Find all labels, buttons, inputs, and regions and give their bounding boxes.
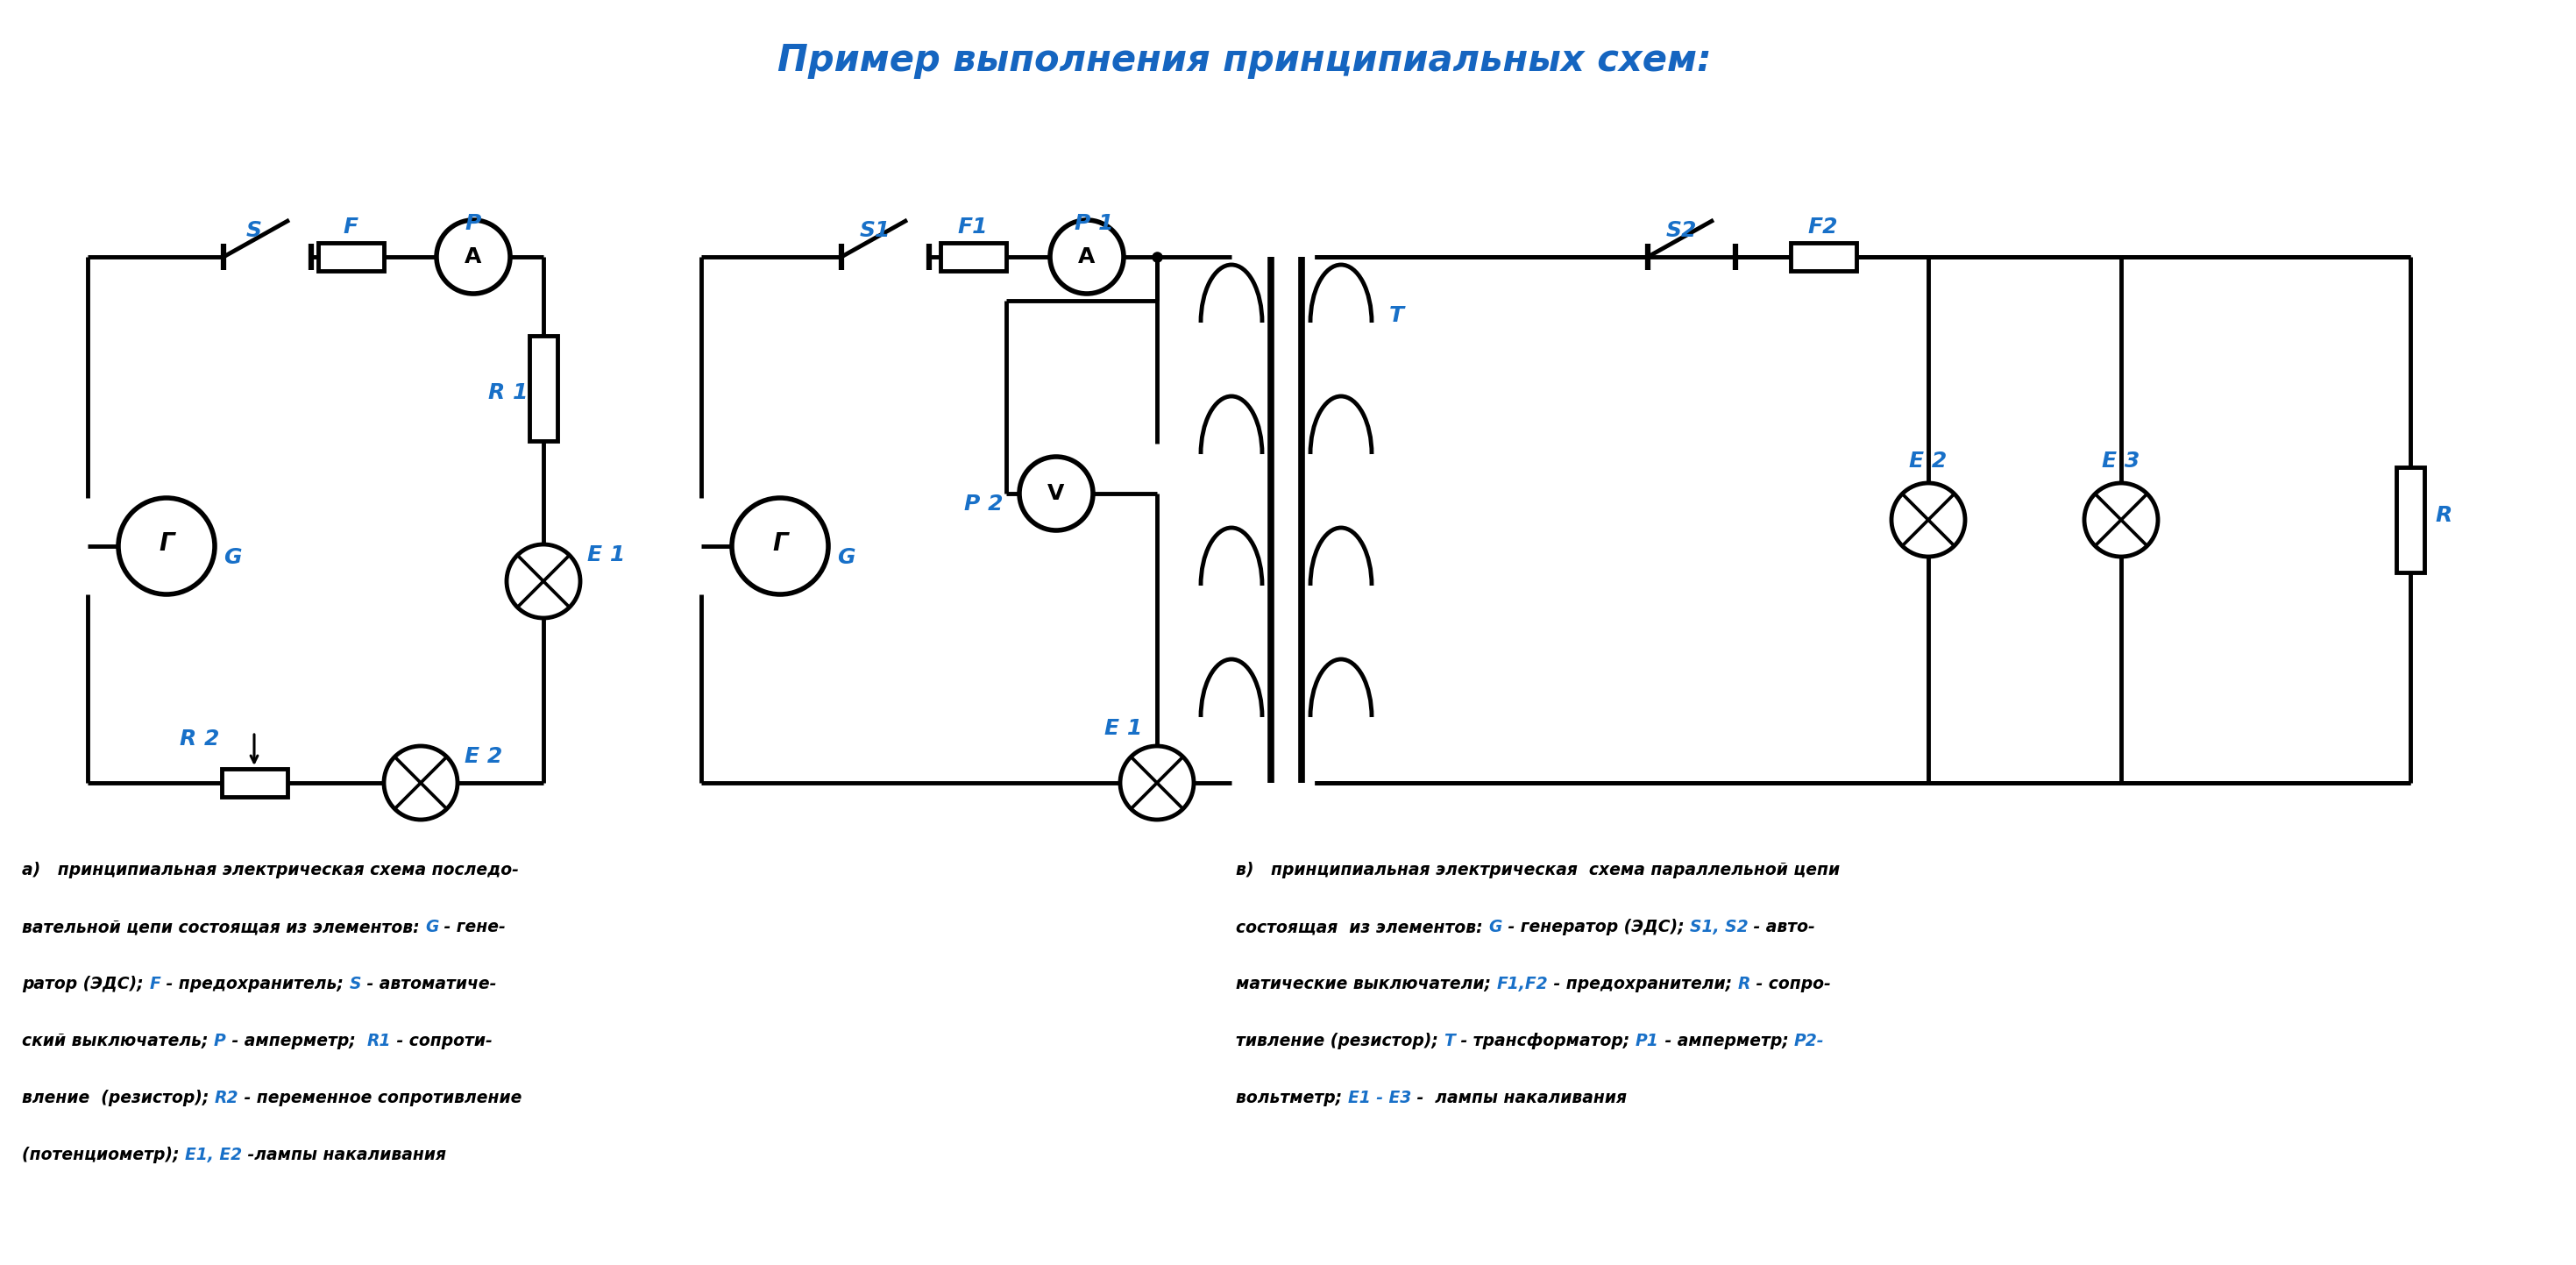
Text: S: S: [350, 975, 361, 992]
Text: состоящая  из элементов:: состоящая из элементов:: [1236, 918, 1489, 935]
Text: F2: F2: [1808, 216, 1839, 238]
Text: Г: Г: [160, 531, 175, 555]
Text: R 2: R 2: [180, 729, 219, 750]
Circle shape: [1121, 746, 1193, 820]
Text: A: A: [464, 247, 482, 267]
Text: E 2: E 2: [464, 746, 502, 767]
Text: R 1: R 1: [487, 382, 528, 404]
Text: F1,F2: F1,F2: [1497, 975, 1548, 992]
Bar: [940, 243, 1005, 271]
Text: F1: F1: [958, 216, 989, 238]
Text: R1: R1: [366, 1032, 392, 1050]
Text: P: P: [466, 213, 482, 234]
Text: - предохранитель;: - предохранитель;: [160, 975, 350, 992]
Circle shape: [1051, 220, 1123, 293]
Text: F: F: [343, 216, 358, 238]
Text: S: S: [247, 220, 263, 242]
Text: G: G: [1489, 918, 1502, 935]
Text: ратор (ЭДС);: ратор (ЭДС);: [23, 975, 149, 992]
Circle shape: [1020, 457, 1092, 530]
Text: E 1: E 1: [587, 544, 626, 565]
Text: F: F: [149, 975, 160, 992]
Circle shape: [2084, 483, 2159, 557]
Text: S2: S2: [1667, 220, 1698, 242]
Text: P 1: P 1: [1074, 213, 1113, 234]
Bar: [2396, 467, 2424, 573]
Text: ский выключатель;: ский выключатель;: [23, 1032, 214, 1050]
Text: P2-: P2-: [1793, 1032, 1824, 1050]
Text: - амперметр;: - амперметр;: [227, 1032, 366, 1050]
Text: R: R: [1739, 975, 1752, 992]
Circle shape: [118, 498, 214, 595]
Text: - сопроти-: - сопроти-: [392, 1032, 492, 1050]
Text: P1: P1: [1636, 1032, 1659, 1050]
Text: Г: Г: [773, 531, 788, 555]
Text: тивление (резистор);: тивление (резистор);: [1236, 1032, 1445, 1050]
Text: E1, E2: E1, E2: [185, 1146, 242, 1164]
Text: (потенциометр);: (потенциометр);: [23, 1146, 185, 1164]
Text: - трансформатор;: - трансформатор;: [1455, 1032, 1636, 1050]
Circle shape: [435, 220, 510, 293]
Text: E 2: E 2: [1909, 450, 1947, 472]
Text: - генератор (ЭДС);: - генератор (ЭДС);: [1502, 918, 1690, 935]
Text: A: A: [1079, 247, 1095, 267]
Text: - гене-: - гене-: [438, 918, 505, 935]
Circle shape: [507, 544, 580, 619]
Text: E 1: E 1: [1105, 719, 1141, 739]
Text: - авто-: - авто-: [1749, 918, 1816, 935]
Text: E 3: E 3: [2102, 450, 2141, 472]
Text: вательной цепи состоящая из элементов:: вательной цепи состоящая из элементов:: [23, 918, 425, 935]
Text: - автоматиче-: - автоматиче-: [361, 975, 497, 992]
Text: V: V: [1048, 483, 1064, 503]
Bar: [1790, 243, 1855, 271]
Text: Пример выполнения принципиальных схем:: Пример выполнения принципиальных схем:: [778, 42, 1710, 78]
Text: R2: R2: [214, 1089, 240, 1107]
Text: S1: S1: [860, 220, 891, 242]
Text: -лампы накаливания: -лампы накаливания: [242, 1146, 446, 1164]
Text: матические выключатели;: матические выключатели;: [1236, 975, 1497, 992]
Text: R: R: [2434, 505, 2452, 526]
Text: а)   принципиальная электрическая схема последо-: а) принципиальная электрическая схема по…: [23, 861, 518, 878]
Text: G: G: [837, 546, 855, 568]
Text: - переменное сопротивление: - переменное сопротивление: [240, 1089, 523, 1107]
Bar: [317, 243, 384, 271]
Text: в)   принципиальная электрическая  схема параллельной цепи: в) принципиальная электрическая схема па…: [1236, 861, 1839, 878]
Text: T: T: [1445, 1032, 1455, 1050]
Text: вольтметр;: вольтметр;: [1236, 1089, 1347, 1107]
Text: S1, S2: S1, S2: [1690, 918, 1749, 935]
Text: P 2: P 2: [963, 493, 1005, 515]
Circle shape: [1891, 483, 1965, 557]
Text: T: T: [1388, 305, 1404, 326]
Text: - предохранители;: - предохранители;: [1548, 975, 1739, 992]
Text: P: P: [214, 1032, 227, 1050]
Text: G: G: [224, 546, 242, 568]
Text: вление  (резистор);: вление (резистор);: [23, 1089, 214, 1107]
Bar: [222, 769, 286, 797]
Text: - сопро-: - сопро-: [1752, 975, 1832, 992]
Text: - амперметр;: - амперметр;: [1659, 1032, 1793, 1050]
Text: G: G: [425, 918, 438, 935]
Text: -  лампы накаливания: - лампы накаливания: [1412, 1089, 1625, 1107]
Circle shape: [384, 746, 459, 820]
Text: E1 - E3: E1 - E3: [1347, 1089, 1412, 1107]
Bar: [531, 335, 556, 441]
Circle shape: [732, 498, 829, 595]
